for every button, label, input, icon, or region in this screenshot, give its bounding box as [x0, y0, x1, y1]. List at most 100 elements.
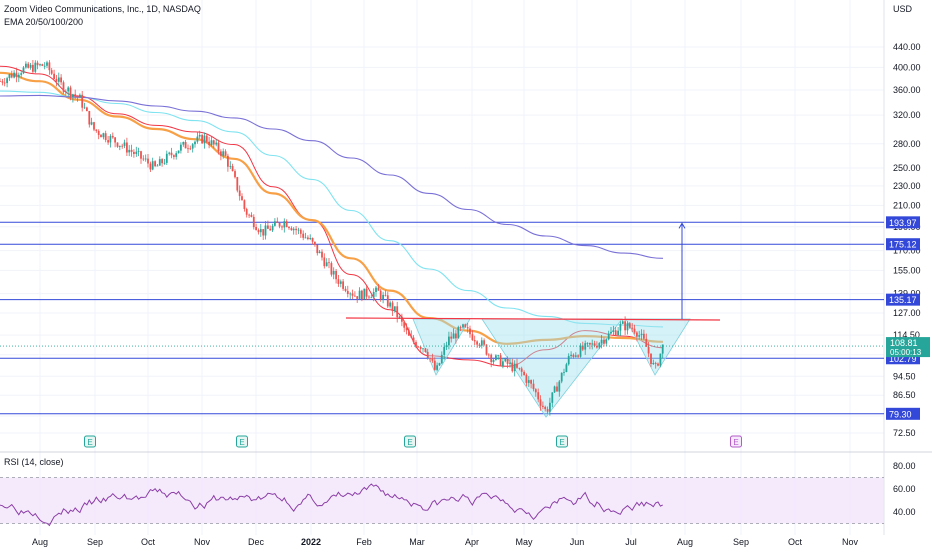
candle-up — [83, 107, 86, 109]
last-price-value: 108.81 — [890, 338, 918, 348]
candle-down — [224, 151, 227, 156]
candle-up — [659, 353, 662, 366]
candle-down — [429, 358, 431, 359]
candle-down — [361, 290, 363, 300]
candle-down — [27, 63, 30, 68]
candle-down — [250, 214, 253, 217]
candle-down — [459, 327, 462, 328]
candle-down — [262, 229, 265, 236]
level-price-label: 175.12 — [889, 240, 917, 250]
candle-up — [158, 159, 161, 166]
candle-up — [180, 144, 182, 151]
candle-down — [485, 344, 488, 355]
candle-down — [0, 81, 1, 82]
candle-down — [499, 355, 502, 366]
candle-up — [196, 136, 199, 142]
candle-down — [424, 348, 427, 352]
candle-up — [553, 386, 556, 393]
candle-down — [269, 228, 272, 231]
rsi-band — [0, 477, 884, 524]
candle-down — [201, 135, 203, 144]
candle-up — [619, 323, 622, 331]
x-tick-label: Apr — [465, 537, 479, 547]
candle-down — [133, 151, 135, 154]
candle-up — [527, 380, 530, 383]
candle-up — [203, 135, 206, 144]
candle-down — [288, 226, 290, 229]
candle-down — [278, 223, 281, 227]
candle-down — [405, 327, 408, 331]
candle-down — [426, 351, 429, 358]
candle-down — [476, 341, 478, 345]
candle-up — [57, 77, 60, 82]
candle-up — [39, 64, 41, 66]
candle-up — [509, 362, 511, 364]
candle-up — [422, 348, 424, 350]
candle-up — [325, 262, 328, 267]
candle-up — [182, 142, 185, 145]
candle-up — [43, 65, 46, 67]
y-tick-label: 210.00 — [893, 200, 921, 210]
level-price-tag — [886, 216, 920, 229]
candle-up — [123, 142, 126, 146]
candle-up — [29, 64, 32, 68]
candle-down — [342, 281, 344, 289]
candle-down — [487, 354, 490, 356]
candle-down — [1, 81, 4, 83]
candle-up — [109, 135, 112, 143]
x-tick-label: Mar — [409, 537, 425, 547]
candle-down — [577, 355, 579, 357]
candle-down — [62, 82, 65, 92]
candle-up — [504, 358, 507, 362]
candle-up — [264, 225, 267, 236]
candle-down — [525, 375, 528, 383]
candle-up — [607, 333, 610, 340]
candle-up — [222, 151, 225, 156]
candle-up — [558, 381, 561, 392]
candle-down — [396, 306, 399, 318]
candle-up — [13, 72, 15, 78]
candle-down — [53, 73, 55, 79]
candle-down — [450, 336, 453, 339]
y-tick-label: 127.00 — [893, 308, 921, 318]
candle-up — [617, 330, 619, 335]
candle-up — [570, 354, 572, 356]
candle-down — [323, 257, 326, 267]
candle-up — [389, 302, 391, 307]
candle-down — [483, 340, 485, 345]
candle-down — [126, 142, 128, 153]
candle-down — [231, 166, 234, 172]
candle-down — [523, 371, 525, 375]
x-tick-label: Jun — [570, 537, 585, 547]
candle-up — [549, 402, 551, 412]
candle-down — [252, 216, 255, 228]
candle-up — [497, 355, 500, 357]
level-price-label: 193.97 — [889, 218, 917, 228]
candle-up — [67, 87, 70, 92]
earnings-marker — [556, 435, 568, 448]
candle-down — [187, 148, 189, 150]
candle-up — [445, 345, 448, 347]
candle-down — [88, 111, 91, 125]
candle-down — [243, 200, 246, 209]
candle-down — [506, 358, 509, 364]
candle-down — [417, 346, 420, 348]
y-tick-label: 440.00 — [893, 42, 921, 52]
x-tick-label: Oct — [141, 537, 156, 547]
y-tick-label: 400.00 — [893, 62, 921, 72]
candle-down — [520, 368, 523, 372]
candle-up — [118, 145, 121, 147]
candle-up — [309, 238, 312, 239]
candle-down — [490, 354, 493, 363]
candle-down — [93, 122, 95, 130]
y-tick-label: 230.00 — [893, 181, 921, 191]
candle-up — [610, 331, 612, 334]
candle-up — [661, 344, 664, 354]
candle-up — [652, 363, 655, 364]
earnings-marker — [236, 435, 248, 448]
level-price-label: 135.17 — [889, 295, 917, 305]
candle-down — [581, 345, 584, 350]
candle-up — [177, 150, 180, 154]
candle-down — [238, 190, 241, 197]
